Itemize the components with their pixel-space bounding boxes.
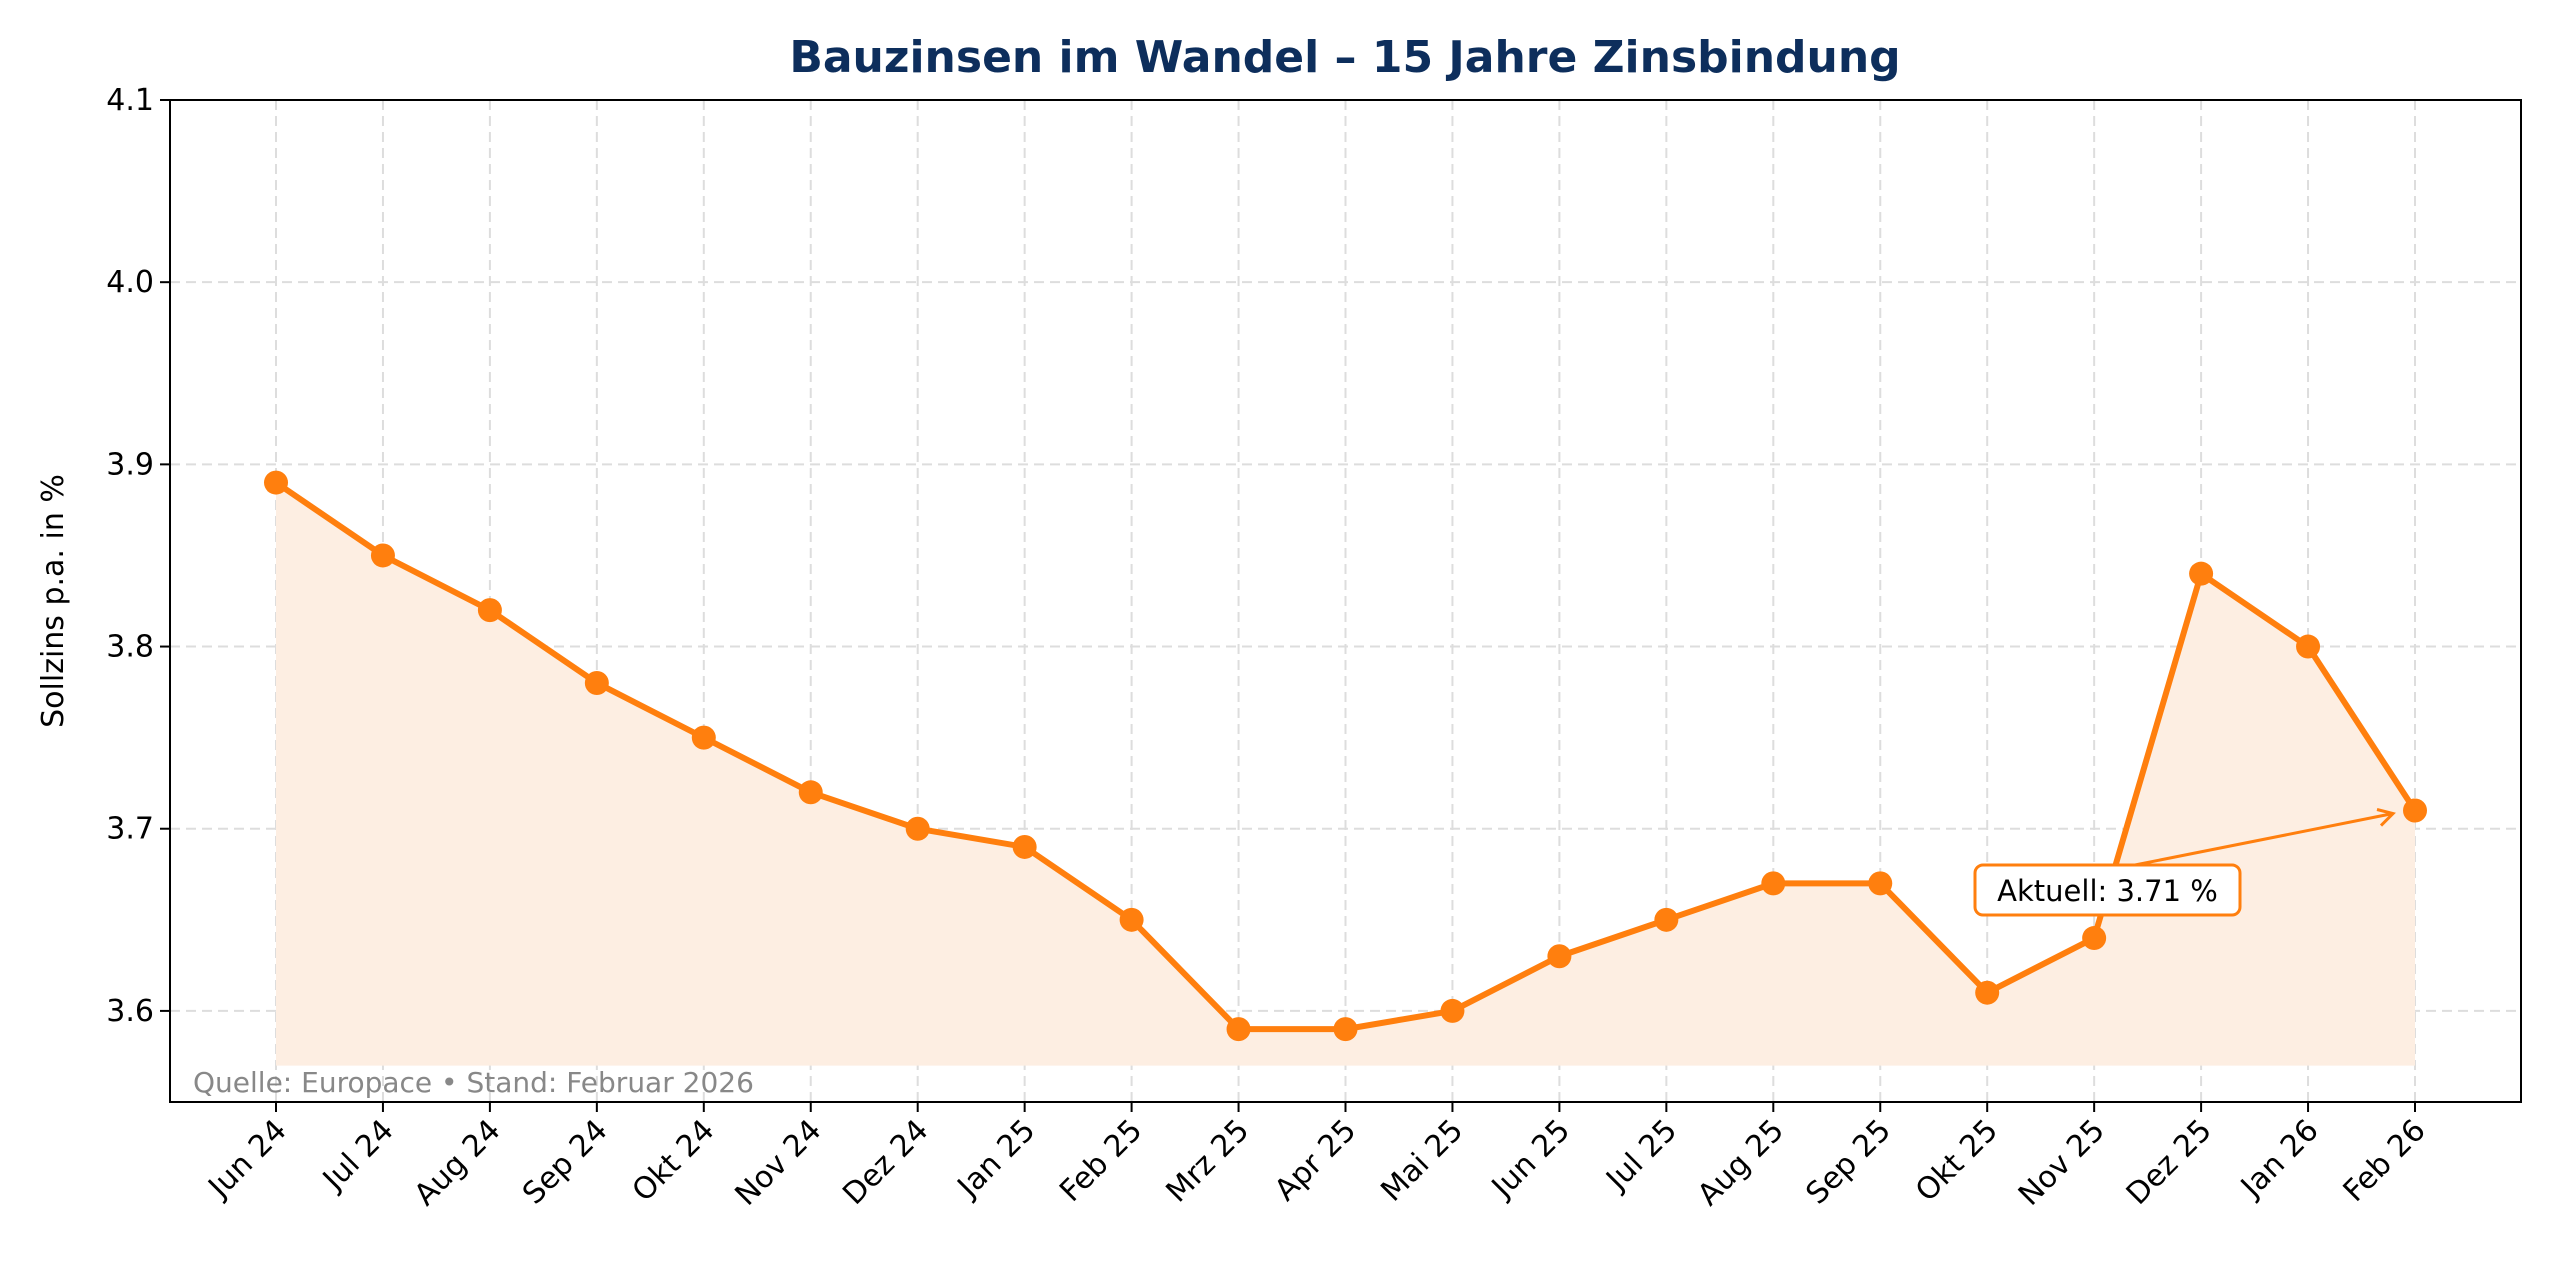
y-axis-label: Sollzins p.a. in % [36, 474, 71, 728]
x-tick-label: Jan 25 [950, 1113, 1043, 1206]
x-tick-label: Feb 25 [1053, 1113, 1149, 1209]
y-tick-label: 3.7 [106, 812, 154, 847]
data-point [1761, 871, 1786, 896]
y-tick-label: 4.0 [106, 265, 154, 300]
x-tick-label: Jan 26 [2233, 1113, 2326, 1206]
data-point [691, 725, 716, 750]
x-tick-label: Jul 25 [1599, 1113, 1684, 1198]
x-tick-label: Feb 26 [2337, 1113, 2433, 1209]
data-point [2296, 634, 2321, 659]
area-fill [276, 482, 2415, 1066]
x-tick-label: Dez 25 [2120, 1113, 2219, 1212]
y-tick-label: 3.9 [106, 447, 154, 482]
x-tick-label: Okt 24 [626, 1113, 722, 1209]
x-tick-label: Aug 24 [408, 1113, 508, 1213]
x-tick-label: Mrz 25 [1160, 1113, 1257, 1210]
x-axis-ticks: Jun 24 Jul 24 Aug 24 Sep 24 Okt 24 Nov 24 Dez … [201, 1102, 2433, 1213]
y-tick-label: 3.6 [106, 994, 154, 1029]
data-point [264, 470, 288, 495]
chart-title: Bauzinsen im Wandel – 15 Jahre Zinsbindu… [789, 32, 1900, 83]
y-tick-label: 4.1 [106, 83, 154, 118]
x-tick-label: Sep 24 [516, 1113, 614, 1211]
x-tick-label: Sep 25 [1799, 1113, 1897, 1211]
annotation-box [1973, 863, 2242, 917]
source-note: Quelle: Europace • Stand: Februar 2026 [193, 1066, 754, 1099]
data-point [584, 670, 609, 695]
data-point [1547, 944, 1572, 969]
data-point [1654, 907, 1679, 932]
data-point [1440, 998, 1465, 1023]
x-tick-label: Nov 25 [2012, 1113, 2112, 1213]
annotation-arrowhead [2376, 808, 2396, 827]
data-point [798, 780, 823, 805]
annotation: Aktuell: 3.71 % [1973, 808, 2396, 917]
data-point [2082, 926, 2107, 951]
data-point [1868, 871, 1893, 896]
data-point [1119, 907, 1144, 932]
data-points [264, 470, 2427, 1042]
data-point [1333, 1017, 1358, 1042]
x-tick-label: Nov 24 [729, 1113, 829, 1213]
data-point [1975, 980, 2000, 1005]
annotation-text: Aktuell: 3.71 % [1997, 874, 2218, 908]
data-point [1226, 1017, 1251, 1042]
annotation-arrow [2134, 812, 2394, 867]
x-tick-label: Mai 25 [1374, 1113, 1470, 1209]
data-point [2403, 798, 2427, 823]
data-point [477, 598, 502, 623]
x-tick-label: Jun 25 [1484, 1113, 1577, 1206]
y-axis-ticks: 3.6 3.7 3.8 3.9 4.0 4.1 [106, 83, 170, 1029]
x-tick-label: Apr 25 [1268, 1113, 1363, 1208]
data-point [905, 816, 930, 841]
x-tick-label: Jul 24 [315, 1113, 400, 1198]
data-point [2189, 561, 2214, 586]
x-tick-label: Okt 25 [1909, 1113, 2005, 1209]
x-tick-label: Jun 24 [201, 1113, 294, 1206]
data-point [370, 543, 395, 568]
data-point [1012, 834, 1037, 859]
y-tick-label: 3.8 [106, 630, 154, 665]
x-tick-label: Dez 24 [836, 1113, 935, 1212]
x-tick-label: Aug 25 [1691, 1113, 1791, 1213]
plot-frame [169, 99, 2522, 1103]
